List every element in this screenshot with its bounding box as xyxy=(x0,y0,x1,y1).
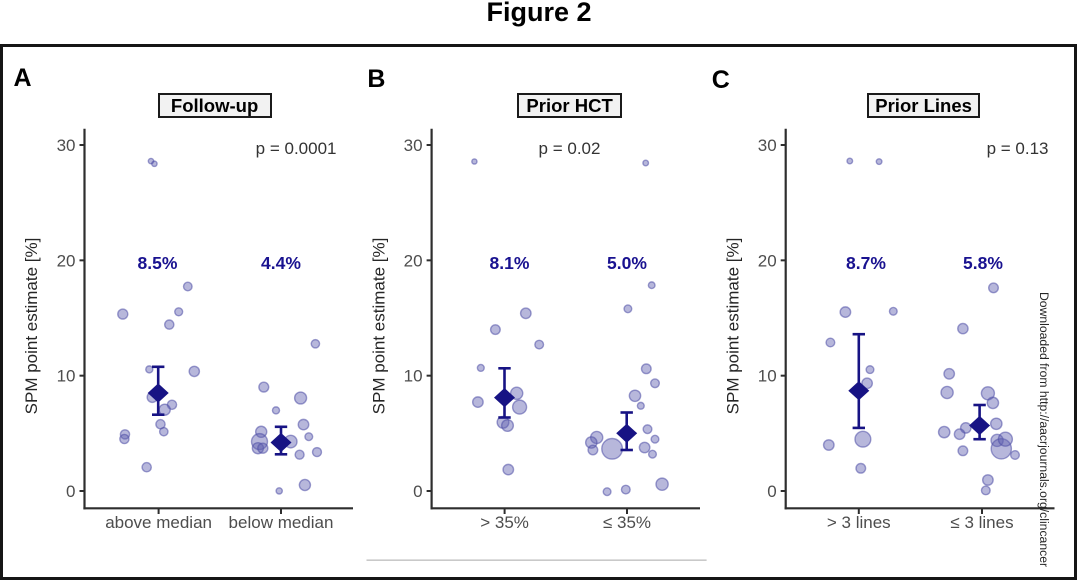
svg-text:0: 0 xyxy=(66,482,75,501)
svg-text:30: 30 xyxy=(758,136,777,155)
svg-text:0: 0 xyxy=(767,482,776,501)
svg-text:> 3 lines: > 3 lines xyxy=(827,513,891,532)
svg-text:p = 0.02: p = 0.02 xyxy=(539,139,601,158)
svg-text:20: 20 xyxy=(57,251,76,270)
svg-text:SPM point estimate [%]: SPM point estimate [%] xyxy=(370,238,389,415)
svg-text:≤ 35%: ≤ 35% xyxy=(603,513,651,532)
svg-text:SPM point estimate [%]: SPM point estimate [%] xyxy=(22,238,41,415)
svg-text:below median: below median xyxy=(229,513,334,532)
svg-text:8.7%: 8.7% xyxy=(846,253,886,273)
svg-text:20: 20 xyxy=(758,251,777,270)
svg-text:10: 10 xyxy=(404,367,423,386)
svg-text:p = 0.13: p = 0.13 xyxy=(987,139,1049,158)
svg-text:30: 30 xyxy=(57,136,76,155)
svg-text:SPM point estimate [%]: SPM point estimate [%] xyxy=(724,238,743,415)
svg-text:30: 30 xyxy=(404,136,423,155)
svg-text:> 35%: > 35% xyxy=(480,513,529,532)
svg-text:5.8%: 5.8% xyxy=(963,253,1003,273)
svg-text:above median: above median xyxy=(105,513,212,532)
svg-text:≤ 3 lines: ≤ 3 lines xyxy=(950,513,1013,532)
svg-text:8.1%: 8.1% xyxy=(490,253,530,273)
svg-text:8.5%: 8.5% xyxy=(138,253,178,273)
svg-text:4.4%: 4.4% xyxy=(261,253,301,273)
svg-text:0: 0 xyxy=(413,482,422,501)
svg-text:10: 10 xyxy=(758,367,777,386)
svg-text:10: 10 xyxy=(57,367,76,386)
svg-text:20: 20 xyxy=(404,251,423,270)
svg-text:p = 0.0001: p = 0.0001 xyxy=(256,139,337,158)
svg-text:5.0%: 5.0% xyxy=(607,253,647,273)
